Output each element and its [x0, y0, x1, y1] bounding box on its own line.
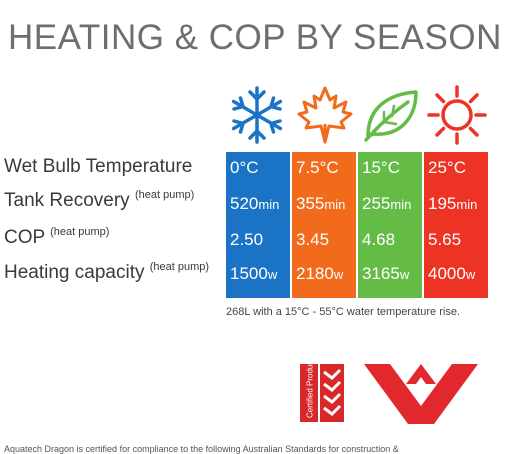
season-icons: [226, 84, 492, 146]
recovery-value: 195min: [428, 194, 478, 213]
row-label-wet-bulb: Wet Bulb Temperature: [4, 156, 193, 177]
footer-text: Aquatech Dragon is certified for complia…: [4, 444, 399, 454]
season-column-winter: 0°C 520min 2.50 1500w: [226, 152, 290, 298]
leaf-icon: [364, 90, 418, 142]
season-column-autumn: 7.5°C 355min 3.45 2180w: [292, 152, 356, 298]
season-column-summer: 25°C 195min 5.65 4000w: [424, 152, 488, 298]
capacity-value: 4000w: [428, 264, 476, 283]
cop-value: 3.45: [296, 230, 330, 249]
capacity-value: 1500w: [230, 264, 278, 283]
cop-value: 2.50: [230, 230, 264, 249]
capacity-value: 2180w: [296, 264, 344, 283]
svg-text:Certified Product: Certified Product: [306, 364, 315, 418]
row-label-tank-recovery: Tank Recovery (heat pump): [4, 189, 195, 211]
cop-value: 5.65: [428, 230, 462, 249]
watermark-logo: [364, 364, 478, 424]
temp-value: 0°C: [230, 158, 259, 177]
cop-value: 4.68: [362, 230, 396, 249]
temp-value: 7.5°C: [296, 158, 339, 177]
snowflake-icon: [231, 86, 283, 144]
temp-value: 25°C: [428, 158, 466, 177]
temp-value: 15°C: [362, 158, 400, 177]
caption: 268L with a 15°C - 55°C water temperatur…: [226, 306, 460, 318]
certified-product-badge: Certified Product: [300, 364, 344, 422]
page-title: HEATING & COP BY SEASON: [8, 18, 502, 57]
sun-icon: [427, 85, 487, 145]
recovery-value: 520min: [230, 194, 280, 213]
recovery-value: 255min: [362, 194, 412, 213]
capacity-value: 3165w: [362, 264, 410, 283]
row-label-cop: COP (heat pump): [4, 226, 110, 248]
season-column-spring: 15°C 255min 4.68 3165w: [358, 152, 422, 298]
row-label-heating-capacity: Heating capacity (heat pump): [4, 261, 210, 283]
maple-leaf-icon: [297, 86, 353, 144]
recovery-value: 355min: [296, 194, 346, 213]
